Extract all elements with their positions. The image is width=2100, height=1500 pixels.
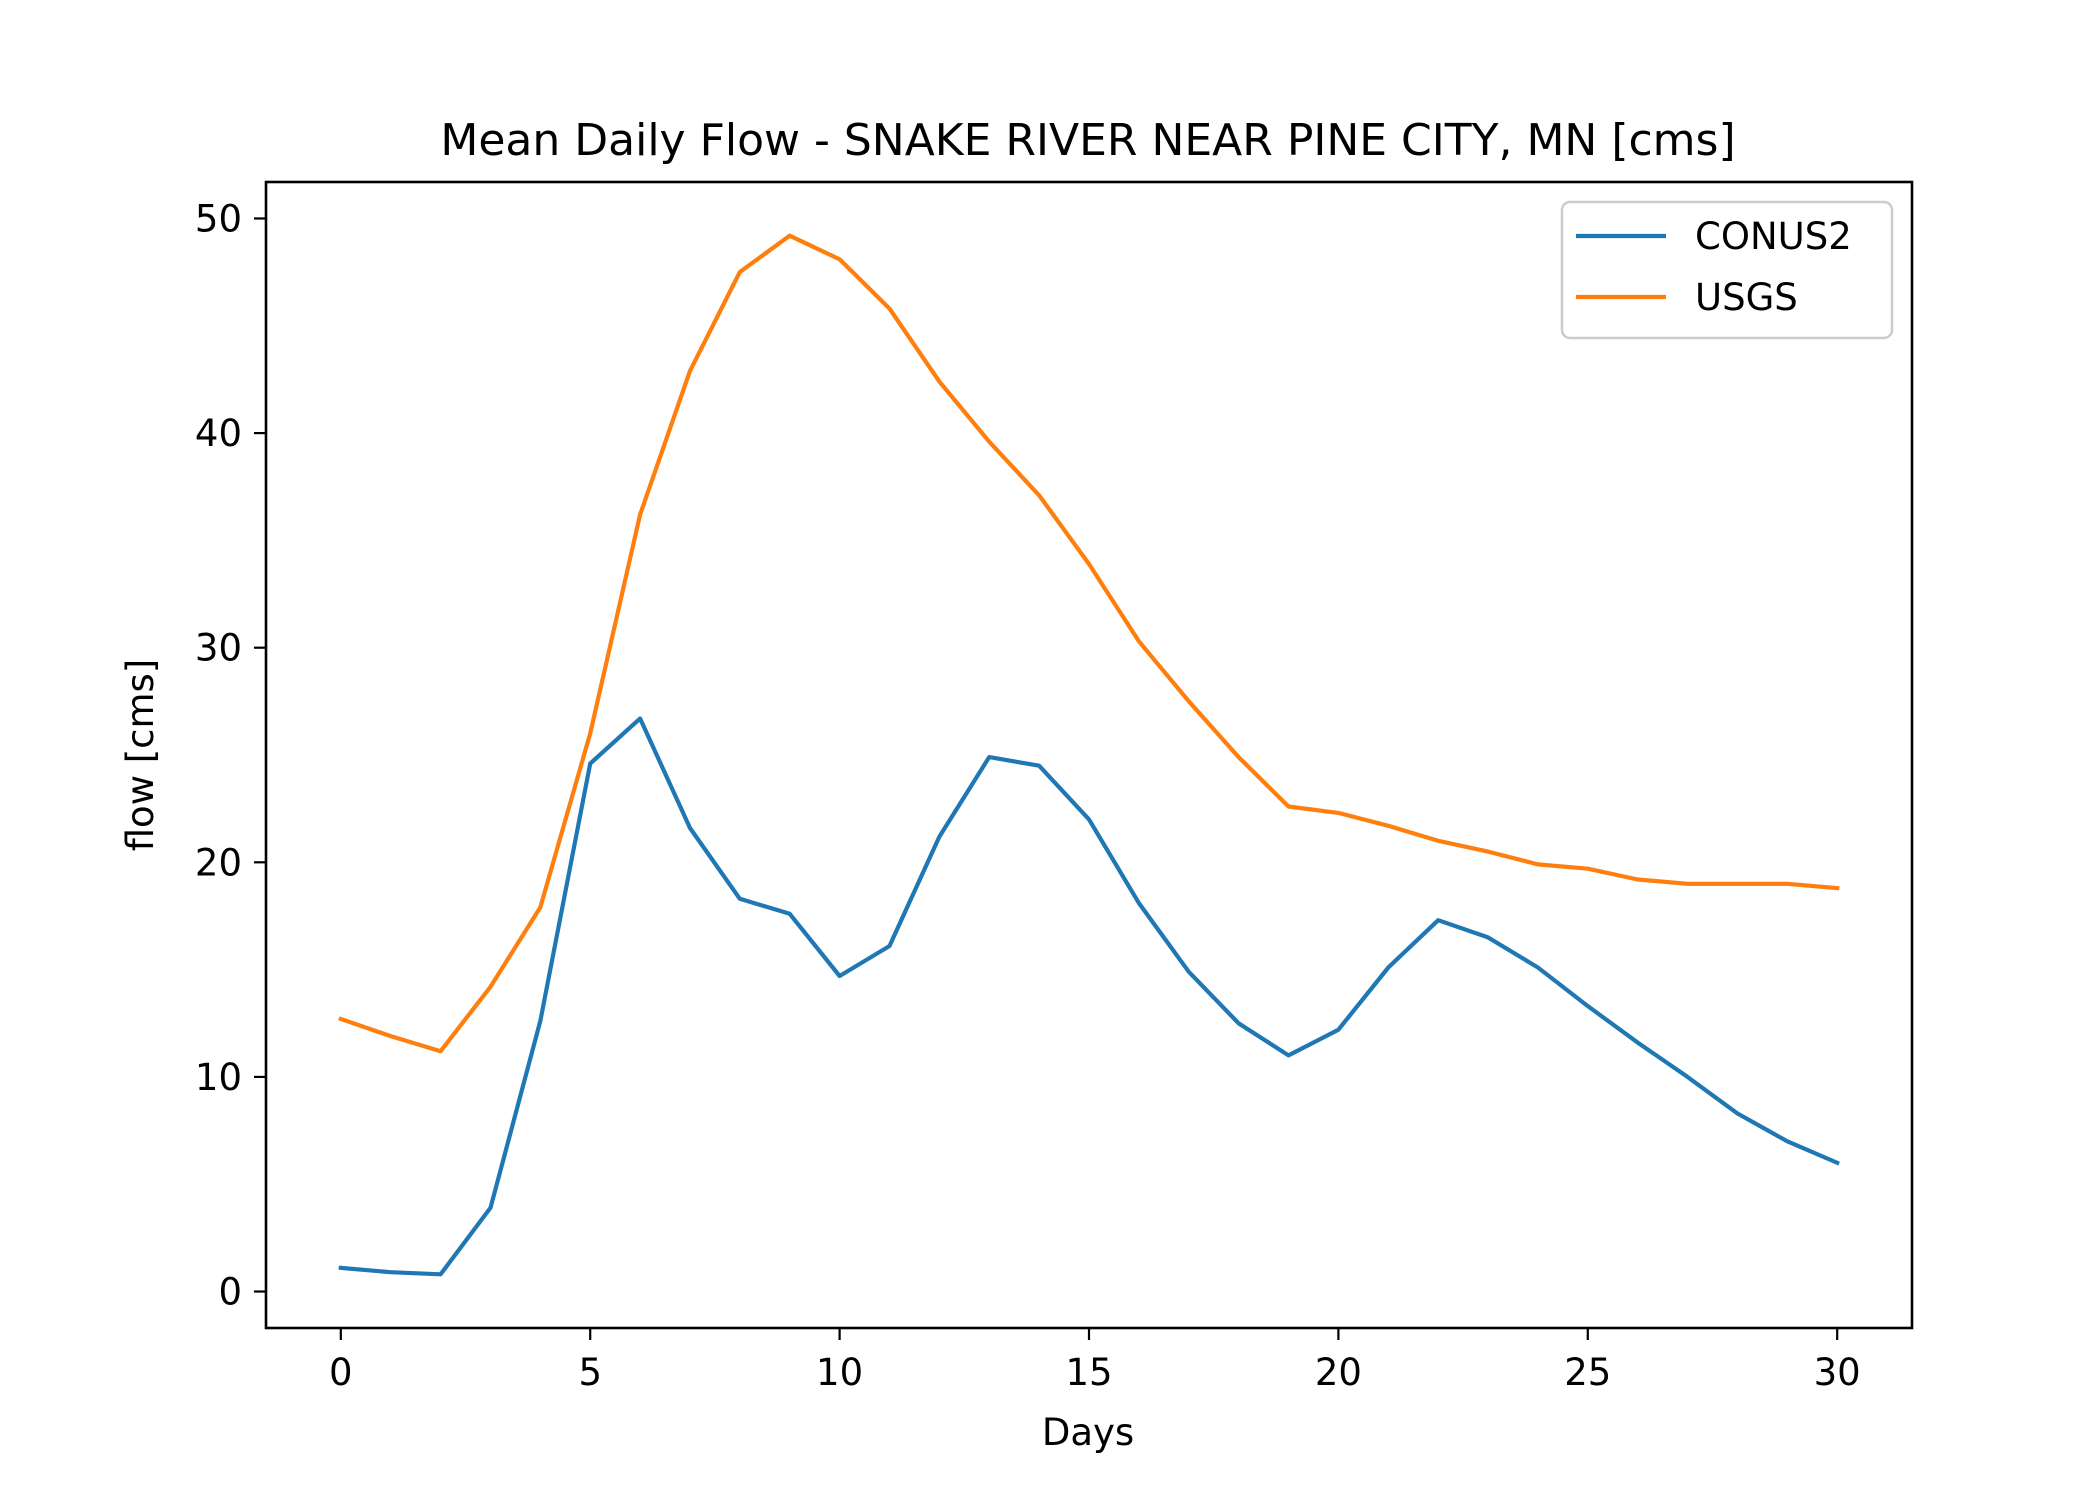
x-tick-label: 20 [1315,1351,1362,1394]
series-line-conus2 [338,716,1840,1277]
x-tick-label: 0 [329,1351,353,1394]
x-tick-label: 5 [578,1351,602,1394]
chart-title: Mean Daily Flow - SNAKE RIVER NEAR PINE … [440,115,1735,166]
x-tick-label: 25 [1564,1351,1611,1394]
plot-area: 0 5 10 15 20 25 30 0 10 20 30 40 50 [195,197,1861,1394]
y-axis-label: flow [cms] [119,659,162,852]
legend-label-usgs: USGS [1695,276,1798,319]
legend-label-conus2: CONUS2 [1695,215,1852,258]
y-tick-label: 40 [195,412,242,455]
y-tick-label: 20 [195,841,242,884]
y-tick-label: 50 [195,197,242,240]
y-tick-label: 30 [195,627,242,670]
y-tick-label: 0 [218,1271,242,1314]
x-axis-label: Days [1042,1411,1134,1454]
x-tick-label: 15 [1065,1351,1112,1394]
x-tick-label: 30 [1814,1351,1861,1394]
x-tick-label: 10 [816,1351,863,1394]
y-tick-label: 10 [195,1056,242,1099]
legend: CONUS2 USGS [1560,200,1894,340]
plot-frame [264,180,1914,1330]
series-line-usgs [338,233,1840,1054]
